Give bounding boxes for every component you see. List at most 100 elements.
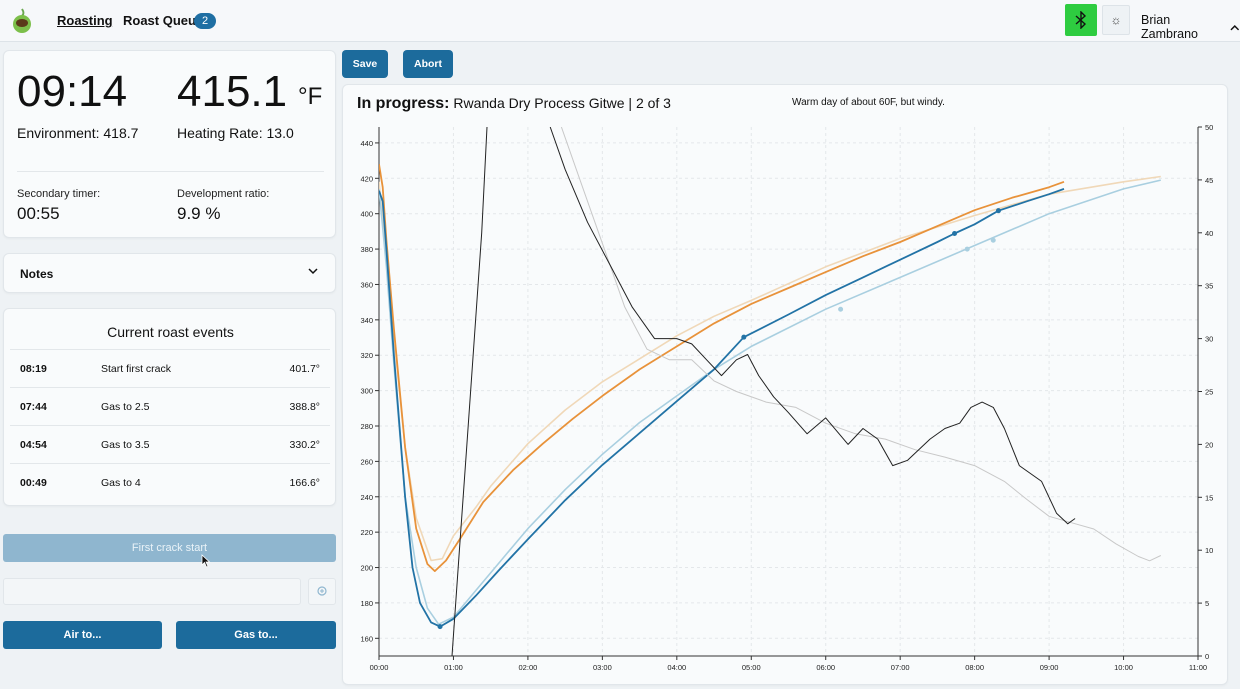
y2-tick-label: 50 [1205, 123, 1213, 132]
y2-tick-label: 30 [1205, 335, 1213, 344]
x-tick-label: 07:00 [891, 663, 910, 672]
y-tick-label: 340 [360, 316, 373, 325]
abort-button[interactable]: Abort [403, 50, 453, 78]
y-tick-label: 360 [360, 280, 373, 289]
series-line-env_ref [379, 175, 1161, 562]
series-line-ror [549, 127, 1076, 525]
event-name: Gas to 4 [101, 477, 141, 489]
x-tick-label: 05:00 [742, 663, 761, 672]
development-ratio-value: 9.9 % [177, 204, 221, 223]
top-nav: Roasting Roast Queue 2 ☼ Brian Zambrano [0, 0, 1240, 42]
roast-events-panel: Current roast events 08:19 Start first c… [3, 308, 336, 506]
y-tick-label: 440 [360, 139, 373, 148]
y-tick-label: 380 [360, 245, 373, 254]
event-marker [964, 246, 970, 252]
user-name: Brian Zambrano [1141, 13, 1198, 41]
roast-chart-card: In progress: Rwanda Dry Process Gitwe | … [342, 84, 1228, 685]
nav-roast-queue-link[interactable]: Roast Queue [123, 13, 204, 28]
y-tick-label: 180 [360, 599, 373, 608]
y-tick-label: 280 [360, 422, 373, 431]
y-tick-label: 420 [360, 174, 373, 183]
theme-toggle-button[interactable]: ☼ [1102, 5, 1130, 35]
series-line-bean [379, 188, 1065, 628]
event-name: Gas to 3.5 [101, 439, 150, 451]
roast-readouts: 09:14 415.1 °F Environment: 418.7 Heatin… [3, 50, 336, 238]
notes-accordion[interactable]: Notes [3, 253, 336, 293]
event-time: 04:54 [20, 439, 47, 451]
y-tick-label: 400 [360, 210, 373, 219]
nav-roasting-link[interactable]: Roasting [57, 13, 113, 28]
secondary-timer-value: 00:55 [17, 204, 60, 223]
event-marker [952, 231, 958, 237]
development-ratio-label: Development ratio: [177, 188, 270, 200]
gas-to-button[interactable]: Gas to... [176, 621, 336, 649]
sun-icon: ☼ [1110, 13, 1122, 27]
x-tick-label: 03:00 [593, 663, 612, 672]
notes-label: Notes [20, 267, 54, 281]
y-tick-label: 320 [360, 351, 373, 360]
x-tick-label: 02:00 [519, 663, 538, 672]
event-row: 08:19 Start first crack 401.7° [10, 349, 330, 387]
event-row: 00:49 Gas to 4 166.6° [10, 463, 330, 501]
series-line-env [379, 164, 1065, 572]
event-row: 07:44 Gas to 2.5 388.8° [10, 387, 330, 425]
y-tick-label: 160 [360, 634, 373, 643]
y2-tick-label: 45 [1205, 176, 1213, 185]
event-marker [990, 237, 996, 243]
app-logo-icon[interactable] [11, 8, 33, 34]
y-tick-label: 220 [360, 528, 373, 537]
y2-tick-label: 40 [1205, 229, 1213, 238]
event-time: 00:49 [20, 477, 47, 489]
event-marker [838, 306, 844, 312]
y2-tick-label: 15 [1205, 493, 1213, 502]
series-line-ror_ref [560, 127, 1162, 562]
y2-tick-label: 35 [1205, 282, 1213, 291]
save-button[interactable]: Save [342, 50, 388, 78]
series-line-ror [451, 127, 488, 656]
event-time: 07:44 [20, 401, 47, 413]
bluetooth-button[interactable] [1065, 4, 1097, 36]
queue-count-badge: 2 [194, 13, 216, 29]
events-title: Current roast events [107, 324, 234, 340]
user-menu[interactable]: Brian Zambrano [1141, 13, 1240, 41]
event-name: Start first crack [101, 363, 172, 375]
y-tick-label: 240 [360, 493, 373, 502]
air-to-button[interactable]: Air to... [3, 621, 162, 649]
chart-title: In progress: Rwanda Dry Process Gitwe | … [357, 95, 671, 113]
event-note-input[interactable] [3, 578, 301, 605]
environment-reading: Environment: 418.7 [17, 125, 139, 141]
chevron-down-icon [308, 266, 318, 278]
event-name: Gas to 2.5 [101, 401, 150, 413]
x-tick-label: 11:00 [1189, 663, 1207, 672]
y2-tick-label: 5 [1205, 599, 1209, 608]
add-event-button[interactable] [308, 578, 336, 605]
add-marker-icon [317, 585, 327, 596]
x-tick-label: 09:00 [1040, 663, 1059, 672]
chevron-up-icon [1230, 24, 1240, 30]
x-tick-label: 01:00 [444, 663, 463, 672]
divider [17, 171, 324, 172]
series-line-bean_ref [379, 179, 1161, 625]
x-tick-label: 06:00 [816, 663, 835, 672]
bean-temperature: 415.1 [177, 67, 288, 116]
bluetooth-icon [1075, 11, 1087, 29]
roast-timer: 09:14 [17, 67, 128, 116]
first-crack-start-button[interactable]: First crack start [3, 534, 336, 562]
heating-rate-reading: Heating Rate: 13.0 [177, 125, 294, 141]
x-tick-label: 00:00 [370, 663, 389, 672]
event-temp: 388.8° [289, 401, 320, 413]
event-temp: 330.2° [289, 439, 320, 451]
roast-chart[interactable]: 1601802002202402602803003203403603804004… [343, 85, 1229, 686]
y2-tick-label: 20 [1205, 440, 1213, 449]
secondary-timer-label: Secondary timer: [17, 188, 101, 200]
y-tick-label: 260 [360, 457, 373, 466]
y2-tick-label: 0 [1205, 652, 1209, 661]
x-tick-label: 08:00 [965, 663, 984, 672]
y-tick-label: 200 [360, 564, 373, 573]
event-temp: 166.6° [289, 477, 320, 489]
y2-tick-label: 10 [1205, 546, 1213, 555]
event-marker [995, 208, 1001, 214]
event-marker [437, 624, 443, 630]
roast-status: In progress: [357, 95, 450, 112]
y2-tick-label: 25 [1205, 388, 1213, 397]
